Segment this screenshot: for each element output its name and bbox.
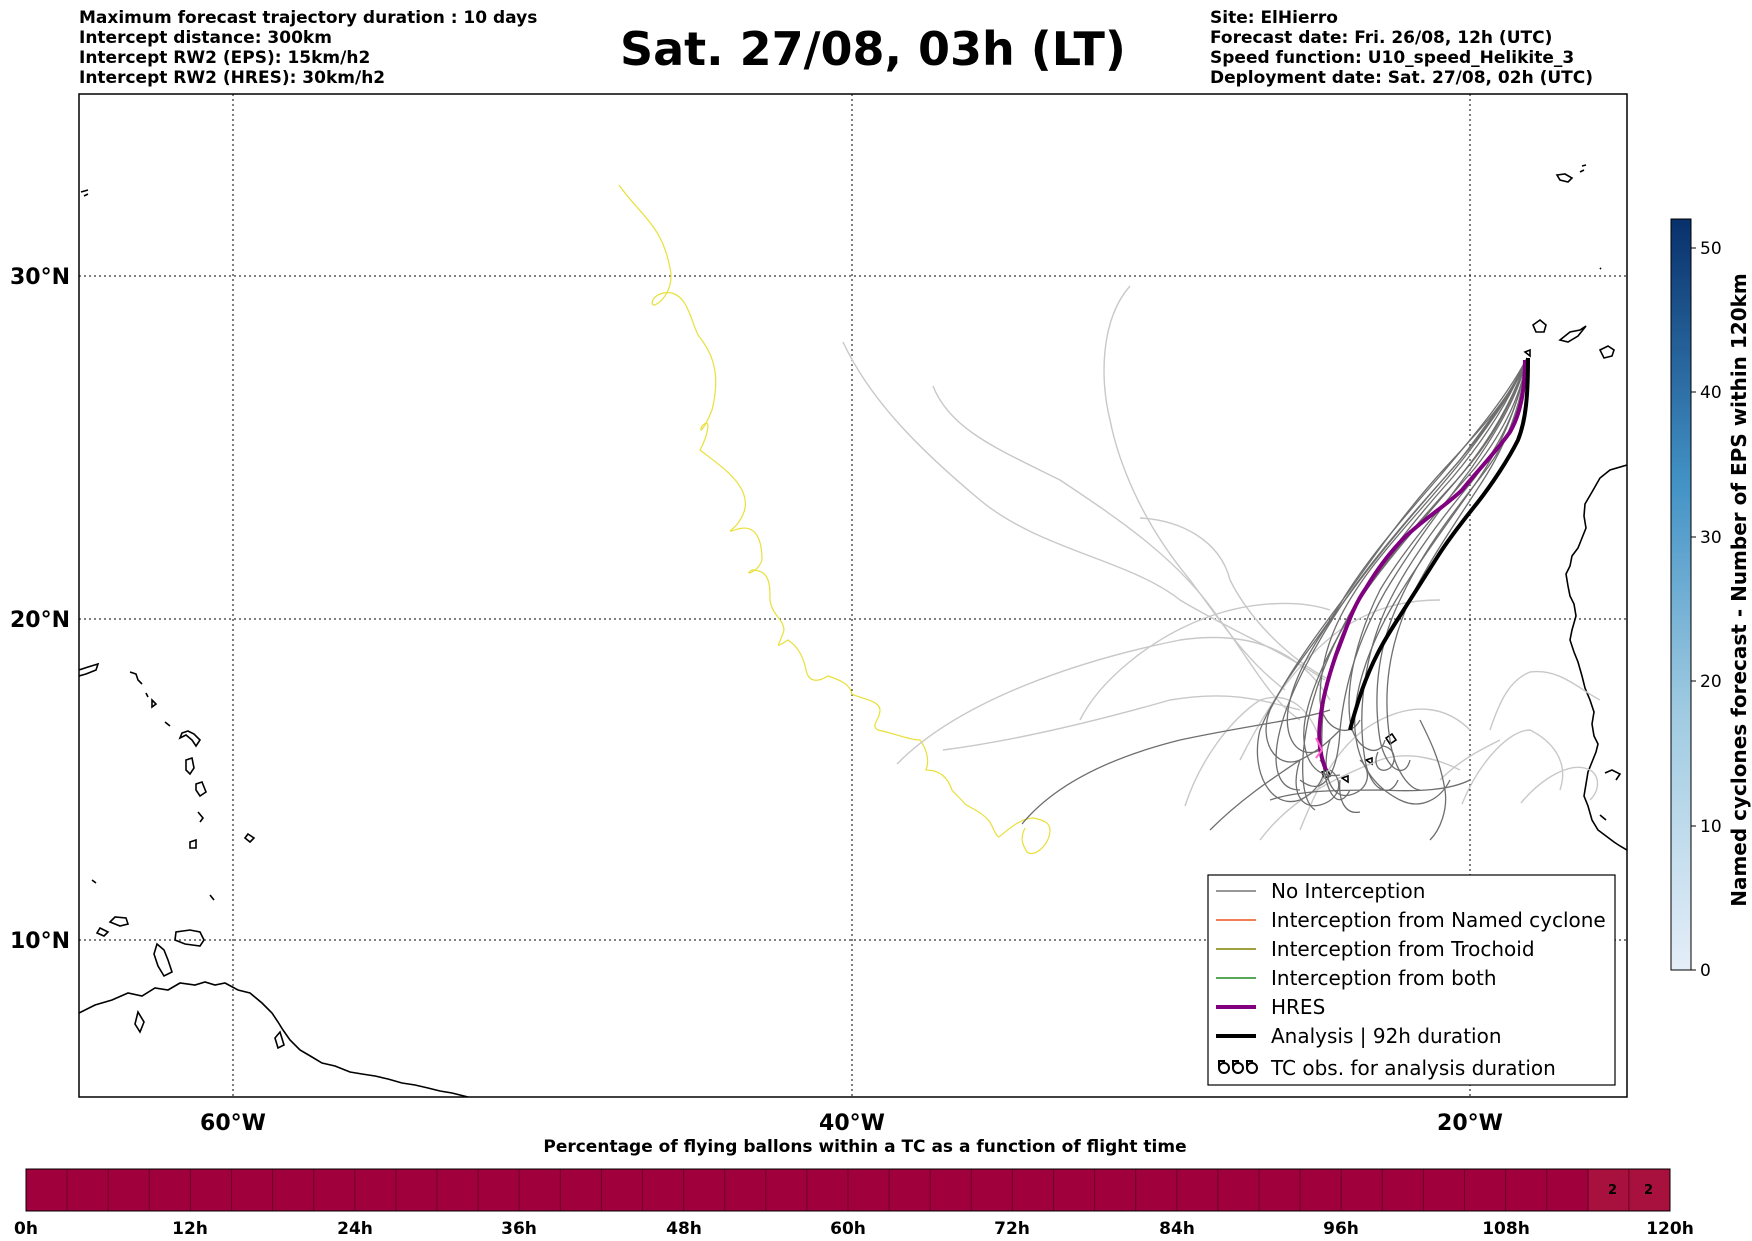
time-tick-label: 84h (1159, 1219, 1195, 1239)
info-line: Deployment date: Sat. 27/08, 02h (UTC) (1210, 68, 1594, 88)
colorbar-tick-10: 10 (1700, 817, 1722, 837)
time-tick-label: 108h (1482, 1219, 1530, 1239)
colorbar-tick-50: 50 (1700, 239, 1722, 259)
eps-trajectories-dark (1021, 357, 1528, 841)
legend-label-analysis: Analysis | 92h duration (1271, 1024, 1502, 1048)
info-line: Intercept distance: 300km (79, 28, 332, 48)
lon-label-40w: 40°W (819, 1111, 885, 1136)
colorbar-ticks (1691, 247, 1696, 971)
flight-time-bar: 2 2 0h 12h 24h 36h 48h 60h 72h 84h 96h 1… (14, 1168, 1694, 1239)
info-line: Forecast date: Fri. 26/08, 12h (UTC) (1210, 28, 1553, 48)
time-bar-title: Percentage of flying ballons within a TC… (543, 1137, 1187, 1157)
trajectory-settings-info: Maximum forecast trajectory duration : 1… (79, 8, 537, 88)
legend: No Interception Interception from Named … (1207, 874, 1616, 1086)
legend-label-hres: HRES (1271, 995, 1325, 1019)
time-tick-label: 72h (994, 1219, 1030, 1239)
lat-label-20n: 20°N (10, 608, 70, 633)
info-line: Site: ElHierro (1210, 8, 1338, 28)
time-bar-value: 2 (1644, 1183, 1653, 1198)
time-bar-value: 2 (1608, 1183, 1617, 1198)
time-tick-label: 0h (14, 1219, 38, 1239)
lat-label-30n: 30°N (10, 265, 70, 290)
colorbar-tick-0: 0 (1700, 961, 1711, 981)
info-line: Intercept RW2 (HRES): 30km/h2 (79, 68, 386, 88)
time-tick-label: 48h (666, 1219, 702, 1239)
time-tick-label: 36h (501, 1219, 537, 1239)
colorbar: 0 10 20 30 40 50 Named cyclones forecast… (1670, 218, 1751, 981)
colorbar-gradient (1670, 218, 1692, 971)
time-tick-label: 24h (337, 1219, 373, 1239)
eps-trajectories-light (842, 285, 1601, 841)
hres-start-marker (1315, 737, 1324, 759)
time-tick-label: 120h (1646, 1219, 1694, 1239)
time-tick-label: 60h (830, 1219, 866, 1239)
coastlines (79, 164, 1627, 1097)
time-bar-highlight-cell (1589, 1169, 1670, 1211)
info-line: Intercept RW2 (EPS): 15km/h2 (79, 48, 371, 68)
lat-label-10n: 10°N (10, 929, 70, 954)
legend-label-named-cyclone: Interception from Named cyclone (1271, 908, 1606, 932)
colorbar-tick-40: 40 (1700, 383, 1722, 403)
deployment-info: Site: ElHierro Forecast date: Fri. 26/08… (1210, 8, 1593, 88)
info-line: Maximum forecast trajectory duration : 1… (79, 8, 538, 28)
legend-label-no-interception: No Interception (1271, 879, 1425, 903)
trochoid-track (618, 184, 1051, 854)
colorbar-tick-20: 20 (1700, 672, 1722, 692)
hres-track (1317, 359, 1527, 771)
time-bar-ticks (66, 1169, 1630, 1211)
legend-label-trochoid: Interception from Trochoid (1271, 937, 1535, 961)
time-tick-label: 96h (1323, 1219, 1359, 1239)
legend-label-tc-obs: TC obs. for analysis duration (1270, 1056, 1556, 1080)
colorbar-tick-30: 30 (1700, 528, 1722, 548)
legend-box (1207, 874, 1616, 1086)
time-tick-label: 12h (172, 1219, 208, 1239)
analysis-track (1348, 357, 1530, 731)
colorbar-label: Named cyclones forecast - Number of EPS … (1727, 273, 1751, 907)
info-line: Speed function: U10_speed_Helikite_3 (1210, 48, 1575, 68)
cyclone-symbols-icon (1218, 1060, 1258, 1074)
lon-label-60w: 60°W (200, 1111, 266, 1136)
map-title: Sat. 27/08, 03h (LT) (620, 22, 1126, 76)
legend-label-both: Interception from both (1271, 966, 1497, 990)
lon-label-20w: 20°W (1437, 1111, 1503, 1136)
